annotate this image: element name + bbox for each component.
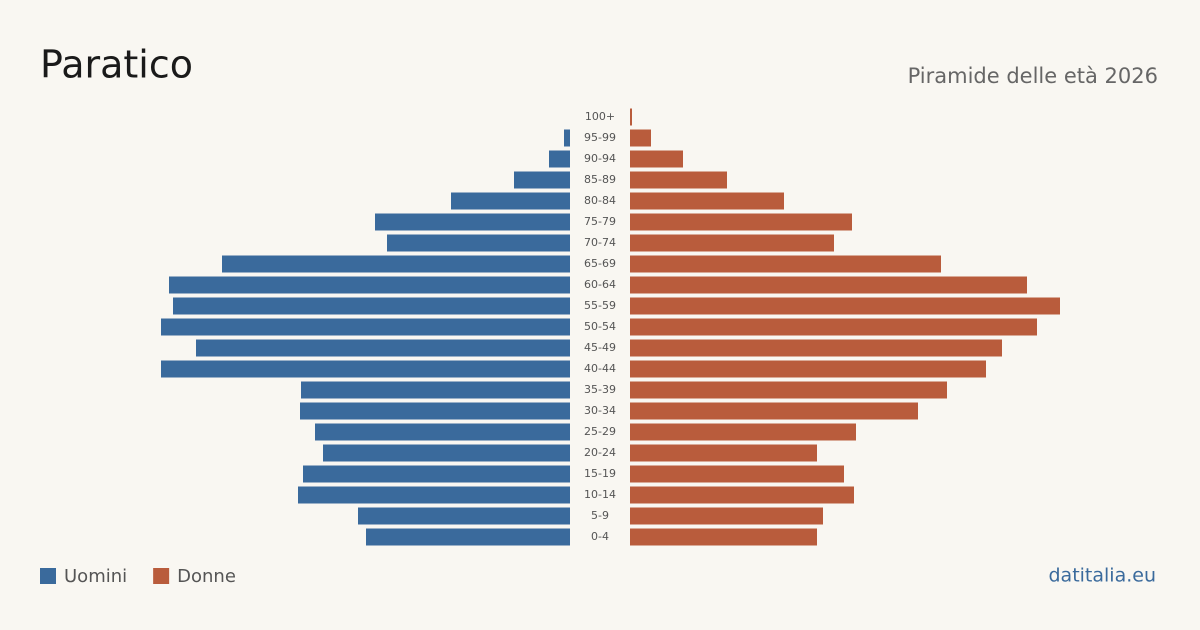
bar — [630, 213, 852, 231]
bar — [303, 465, 570, 483]
age-label: 45-49 — [584, 341, 616, 354]
age-label: 100+ — [585, 110, 615, 123]
bar — [161, 318, 570, 336]
age-label: 15-19 — [584, 467, 616, 480]
age-label: 65-69 — [584, 257, 616, 270]
bar — [564, 129, 570, 147]
legend-label: Donne — [177, 566, 236, 587]
age-label: 0-4 — [591, 530, 609, 543]
bar — [451, 192, 570, 210]
bar — [630, 528, 817, 546]
bar — [387, 234, 570, 252]
bar — [630, 171, 727, 189]
bar — [375, 213, 570, 231]
chart-title: Paratico — [40, 43, 193, 87]
bar — [222, 255, 570, 273]
age-label: 25-29 — [584, 425, 616, 438]
bar — [173, 297, 570, 315]
age-label: 5-9 — [591, 509, 609, 522]
bar — [630, 129, 651, 147]
bar — [630, 339, 1002, 357]
bar — [630, 255, 941, 273]
age-label: 90-94 — [584, 152, 616, 165]
bar — [323, 444, 570, 462]
bar — [358, 507, 570, 525]
bar — [630, 423, 856, 441]
bar — [630, 192, 784, 210]
bar — [514, 171, 570, 189]
bar — [630, 507, 823, 525]
bar — [161, 360, 570, 378]
age-label: 30-34 — [584, 404, 616, 417]
age-label: 95-99 — [584, 131, 616, 144]
age-label: 35-39 — [584, 383, 616, 396]
bar — [366, 528, 570, 546]
legend-swatch — [153, 568, 170, 584]
bar — [169, 276, 570, 294]
bar — [630, 465, 844, 483]
age-label: 75-79 — [584, 215, 616, 228]
age-label: 55-59 — [584, 299, 616, 312]
bar — [630, 402, 918, 420]
legend-swatch — [40, 568, 56, 584]
bar — [630, 234, 834, 252]
age-label: 10-14 — [584, 488, 616, 501]
bar — [630, 318, 1037, 336]
chart-subtitle: Piramide delle età 2026 — [908, 64, 1158, 88]
age-label: 70-74 — [584, 236, 616, 249]
bar — [630, 150, 683, 168]
age-label: 60-64 — [584, 278, 616, 291]
bar — [298, 486, 570, 504]
age-label: 85-89 — [584, 173, 616, 186]
age-label: 80-84 — [584, 194, 616, 207]
bar — [630, 276, 1027, 294]
bar — [630, 108, 632, 126]
age-label: 20-24 — [584, 446, 616, 459]
bar — [300, 402, 570, 420]
bar — [630, 360, 986, 378]
bar — [630, 444, 817, 462]
bar — [630, 381, 947, 399]
bar — [301, 381, 570, 399]
bar — [630, 297, 1060, 315]
age-label: 50-54 — [584, 320, 616, 333]
age-label: 40-44 — [584, 362, 616, 375]
bar — [315, 423, 570, 441]
legend-label: Uomini — [64, 566, 127, 587]
bar — [549, 150, 570, 168]
source[interactable]: datitalia.eu — [1049, 565, 1157, 587]
bar — [630, 486, 854, 504]
bar — [196, 339, 570, 357]
